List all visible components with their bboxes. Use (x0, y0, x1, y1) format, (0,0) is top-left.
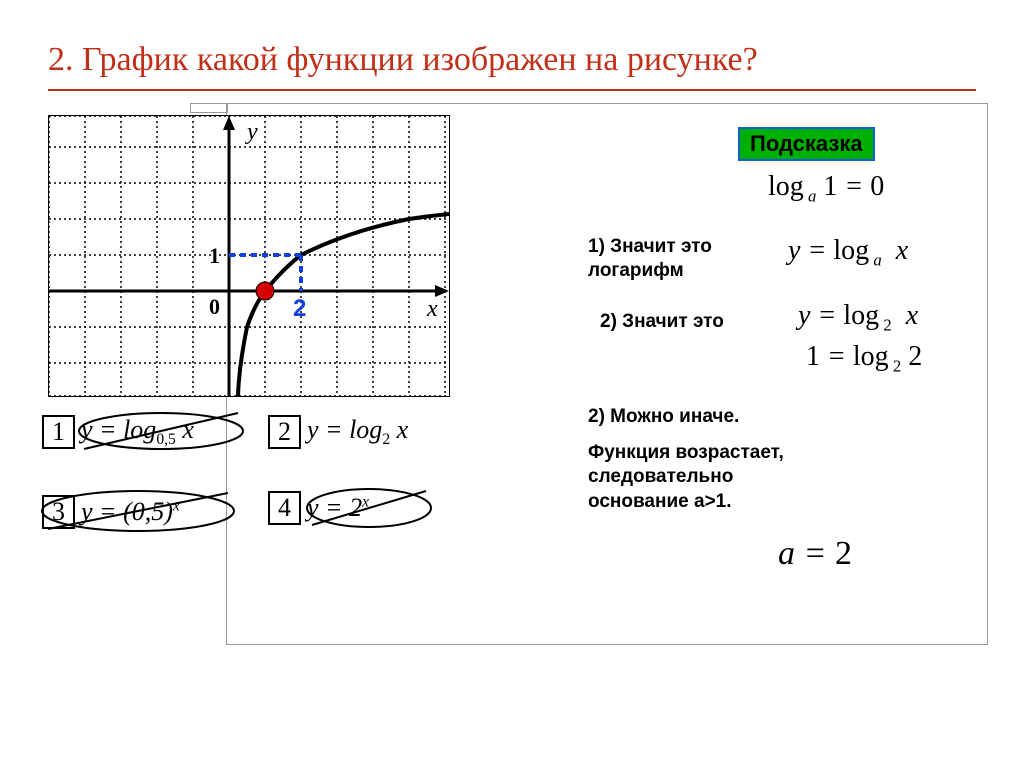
svg-text:y: y (245, 119, 258, 145)
option-2[interactable]: 2 y = log2 x (268, 415, 408, 449)
option-1-num: 1 (42, 415, 75, 449)
hint-line1: 1) Значит этологарифм (588, 235, 712, 284)
option-4[interactable]: 4 y = 2x (268, 491, 369, 525)
title-rule (48, 89, 976, 91)
svg-text:0: 0 (209, 294, 220, 319)
option-2-formula: y = log2 x (307, 415, 408, 449)
slide-title: 2. График какой функции изображен на рис… (48, 40, 976, 81)
option-4-num: 4 (268, 491, 301, 525)
hint-eq2: y = log a x (788, 235, 908, 271)
option-3[interactable]: 3 y = (0,5)x (42, 495, 180, 529)
option-2-num: 2 (268, 415, 301, 449)
option-1-formula: y = log0,5 x (81, 415, 194, 449)
hint-final: a = 2 (778, 535, 852, 573)
option-4-formula: y = 2x (307, 493, 369, 523)
hint-line2: 2) Значит это (600, 310, 724, 335)
function-plot: y x 0 1 2 (48, 115, 450, 397)
svg-text:2: 2 (293, 295, 306, 322)
frame-small (190, 103, 228, 113)
svg-text:1: 1 (209, 243, 220, 268)
hint-eq4: 1 = log 2 2 (806, 341, 922, 377)
hint-eq1: log a 1 = 0 (768, 171, 884, 207)
svg-text:x: x (426, 296, 438, 322)
option-3-num: 3 (42, 495, 75, 529)
hint-line4: Функция возрастает, следовательно основа… (588, 441, 784, 515)
hint-eq3: y = log 2 x (798, 300, 918, 336)
hint-line3: 2) Можно иначе. (588, 405, 739, 430)
option-3-formula: y = (0,5)x (81, 497, 180, 527)
option-1[interactable]: 1 y = log0,5 x (42, 415, 194, 449)
hint-label: Подсказка (738, 127, 875, 161)
